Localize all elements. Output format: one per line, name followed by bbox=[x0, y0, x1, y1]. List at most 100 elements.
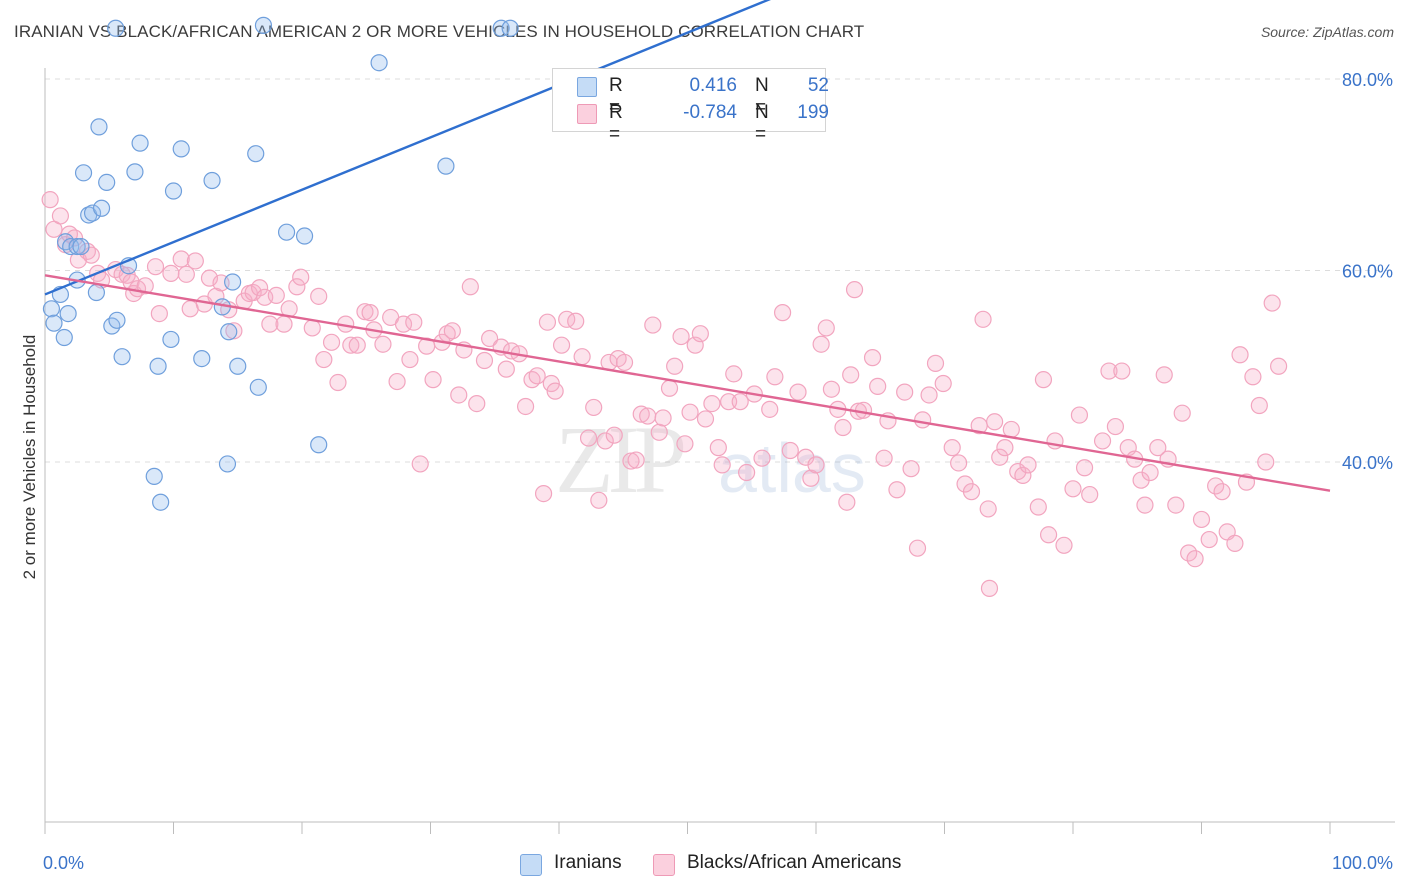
black-point bbox=[225, 322, 243, 340]
x-tick-label-max: 100.0% bbox=[1332, 853, 1393, 873]
black-point bbox=[538, 313, 557, 331]
iranian-point bbox=[113, 348, 131, 366]
black-point bbox=[443, 322, 461, 340]
iranian-point bbox=[220, 323, 238, 341]
black-point bbox=[632, 405, 650, 423]
black-point bbox=[834, 418, 852, 437]
black-point bbox=[288, 278, 306, 296]
black-point bbox=[974, 310, 992, 328]
black-point bbox=[1180, 544, 1198, 562]
black-point bbox=[41, 191, 59, 209]
black-point bbox=[934, 374, 952, 393]
n-label: N = bbox=[755, 75, 769, 118]
black-point bbox=[267, 286, 285, 304]
black-point bbox=[1019, 456, 1037, 474]
black-point bbox=[1039, 526, 1058, 544]
black-point bbox=[177, 265, 195, 283]
iranian-point bbox=[492, 19, 510, 37]
black-point bbox=[1226, 534, 1244, 552]
black-point bbox=[585, 398, 603, 417]
iranian-point bbox=[501, 19, 519, 37]
black-point bbox=[596, 432, 614, 450]
iranian-point bbox=[203, 171, 221, 190]
iranian-point bbox=[74, 164, 93, 182]
black-point bbox=[639, 407, 657, 425]
correlation-legend: R = 0.416 N = 52 R = -0.784 N = 199 bbox=[552, 68, 829, 145]
iranian-point bbox=[145, 467, 163, 485]
black-point bbox=[303, 319, 321, 337]
black-point bbox=[1269, 357, 1288, 375]
r-label: R = bbox=[609, 75, 623, 118]
black-point bbox=[666, 357, 684, 375]
black-point bbox=[1244, 368, 1262, 386]
black-point bbox=[761, 400, 779, 418]
black-point bbox=[401, 350, 419, 369]
iranian-point bbox=[92, 199, 111, 217]
black-point bbox=[475, 351, 494, 370]
black-point bbox=[773, 304, 792, 322]
black-point bbox=[546, 382, 564, 400]
iranian-point bbox=[131, 134, 149, 152]
iranian-point bbox=[98, 173, 116, 192]
black-point bbox=[627, 451, 645, 469]
black-point bbox=[1257, 453, 1275, 471]
black-point bbox=[481, 329, 499, 348]
black-point bbox=[579, 429, 598, 447]
iranian-point bbox=[254, 16, 273, 34]
black-point bbox=[261, 315, 279, 333]
black-point bbox=[1231, 346, 1249, 364]
black-point bbox=[920, 386, 938, 404]
black-point bbox=[1029, 498, 1047, 516]
black-point bbox=[672, 327, 690, 346]
black-point bbox=[250, 279, 269, 297]
black-point bbox=[644, 316, 662, 334]
black-point bbox=[590, 491, 608, 509]
black-point bbox=[1141, 463, 1159, 482]
trend-lines bbox=[44, 0, 1331, 492]
iranian-point bbox=[218, 455, 237, 473]
black-point bbox=[681, 403, 699, 421]
iranian-point bbox=[229, 357, 247, 375]
black-point bbox=[1155, 366, 1173, 384]
black-point bbox=[162, 264, 180, 282]
black-point bbox=[807, 456, 825, 474]
iranian-point bbox=[152, 493, 170, 511]
black-point bbox=[605, 426, 623, 444]
black-point bbox=[1186, 550, 1204, 568]
tick-labels: 40.0%60.0%80.0%100.0%0.0%100.0% bbox=[43, 70, 1393, 873]
black-point bbox=[461, 278, 479, 296]
black-point bbox=[842, 366, 860, 384]
black-point bbox=[322, 333, 341, 351]
black-point bbox=[875, 449, 893, 467]
black-point bbox=[186, 252, 204, 270]
y-tick-label: 60.0% bbox=[1342, 262, 1393, 282]
iranian-point bbox=[172, 140, 190, 158]
iranian-point bbox=[45, 314, 63, 332]
black-point bbox=[1250, 396, 1268, 415]
black-point bbox=[405, 313, 423, 331]
watermark-atlas: atlas bbox=[718, 429, 866, 507]
iranians-trend-line bbox=[44, 0, 772, 296]
black-point bbox=[908, 539, 927, 557]
black-point bbox=[996, 439, 1014, 457]
iranian-point bbox=[224, 273, 242, 291]
black-point bbox=[980, 579, 999, 597]
black-point bbox=[896, 383, 914, 401]
black-point bbox=[654, 409, 672, 427]
black-point bbox=[812, 335, 830, 353]
iranian-point bbox=[277, 223, 296, 241]
black-point bbox=[979, 500, 997, 518]
black-point bbox=[388, 372, 406, 391]
black-point bbox=[766, 368, 784, 386]
chart-title: IRANIAN VS BLACK/AFRICAN AMERICAN 2 OR M… bbox=[14, 22, 865, 41]
black-point bbox=[1149, 439, 1167, 457]
iranian-point bbox=[68, 237, 86, 256]
black-point bbox=[528, 367, 546, 385]
iranian-point bbox=[149, 357, 167, 375]
black-point bbox=[348, 336, 366, 354]
black-point bbox=[1002, 420, 1020, 439]
black-point bbox=[552, 336, 571, 354]
iranian-point bbox=[87, 283, 106, 302]
black-point bbox=[650, 423, 668, 441]
iranian-point bbox=[126, 163, 144, 181]
